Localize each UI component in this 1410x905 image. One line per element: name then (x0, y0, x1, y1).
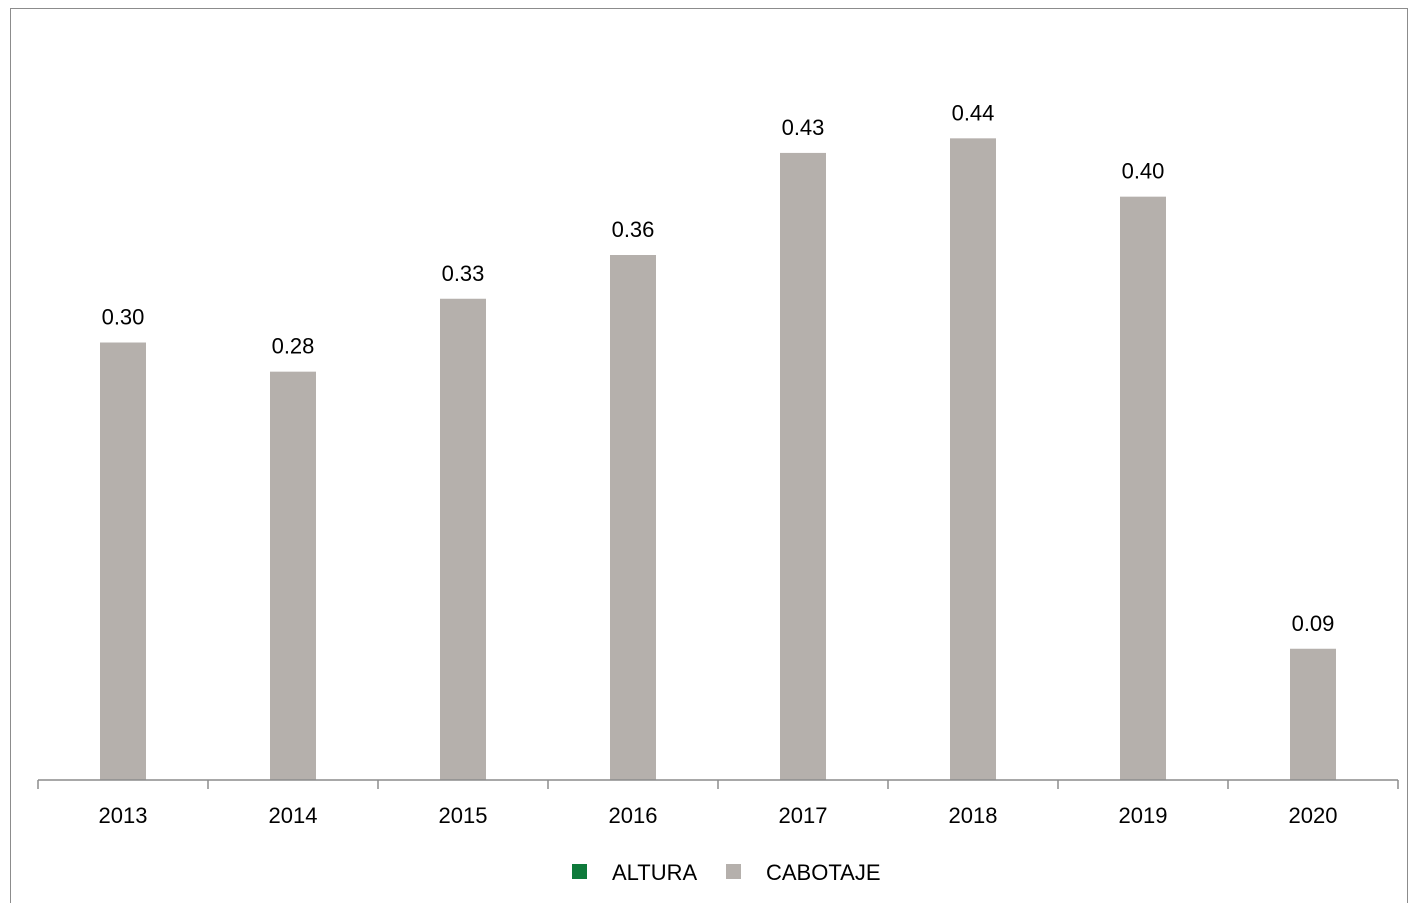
chart-frame (10, 8, 1408, 903)
bar-2018 (950, 138, 996, 781)
data-label-2016: 0.36 (612, 217, 655, 242)
bar-2015 (440, 298, 486, 780)
tick-label-2014: 2014 (269, 803, 318, 828)
bars-group (100, 138, 1336, 781)
data-label-2014: 0.28 (272, 334, 315, 359)
bar-2019 (1120, 196, 1166, 780)
bar-2017 (780, 152, 826, 780)
bar-2016 (610, 255, 656, 780)
data-labels-group: 0.30 0.28 0.33 0.36 0.43 0.44 0.40 0.09 (102, 100, 1335, 635)
tick-label-2019: 2019 (1119, 803, 1168, 828)
legend-swatch-altura (572, 864, 587, 879)
legend-label-cabotaje: CABOTAJE (766, 860, 881, 885)
data-label-2015: 0.33 (442, 261, 485, 286)
tick-label-2015: 2015 (439, 803, 488, 828)
tick-label-2016: 2016 (609, 803, 658, 828)
tick-label-2013: 2013 (99, 803, 148, 828)
legend-label-altura: ALTURA (612, 860, 697, 885)
data-label-2020: 0.09 (1292, 611, 1335, 636)
data-label-2018: 0.44 (952, 100, 995, 125)
bar-2013 (100, 342, 146, 780)
bar-2014 (270, 371, 316, 780)
x-axis: 2013 2014 2015 2016 2017 2018 2019 2020 (37, 779, 1399, 828)
bar-2020 (1290, 648, 1336, 780)
data-label-2019: 0.40 (1122, 159, 1165, 184)
tick-label-2018: 2018 (949, 803, 998, 828)
tick-label-2020: 2020 (1289, 803, 1338, 828)
legend-swatch-cabotaje (726, 864, 741, 879)
data-label-2017: 0.43 (782, 115, 825, 140)
data-label-2013: 0.30 (102, 305, 145, 330)
tick-label-2017: 2017 (779, 803, 828, 828)
legend: ALTURA CABOTAJE (572, 860, 881, 885)
